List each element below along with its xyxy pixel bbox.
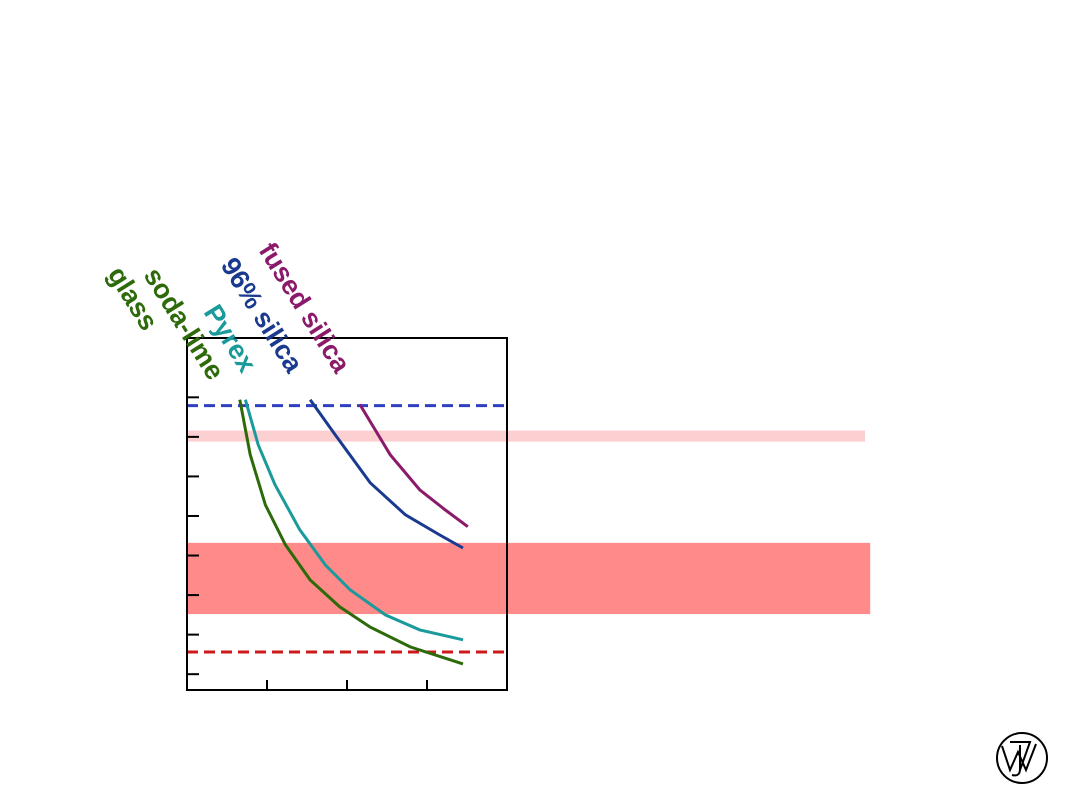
- series-line: [238, 399, 464, 666]
- series-line: [308, 398, 464, 550]
- plot-frame: [186, 337, 508, 691]
- series-line: [358, 403, 469, 528]
- range-band: [187, 430, 865, 442]
- range-band: [187, 542, 871, 615]
- series-line: [243, 399, 464, 642]
- publisher-logo: [996, 732, 1048, 784]
